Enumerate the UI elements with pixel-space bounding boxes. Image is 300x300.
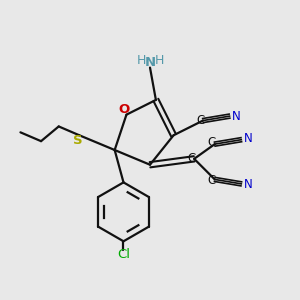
- Text: O: O: [118, 103, 130, 116]
- Text: Cl: Cl: [117, 248, 130, 261]
- Text: C: C: [196, 114, 204, 127]
- Text: H: H: [137, 54, 146, 67]
- Text: C: C: [208, 174, 216, 188]
- Text: H: H: [155, 54, 164, 67]
- Text: N: N: [232, 110, 240, 123]
- Text: C: C: [187, 152, 195, 165]
- Text: N: N: [243, 178, 252, 191]
- Text: N: N: [145, 56, 156, 69]
- Text: C: C: [208, 136, 216, 149]
- Text: S: S: [73, 134, 83, 147]
- Text: N: N: [243, 132, 252, 145]
